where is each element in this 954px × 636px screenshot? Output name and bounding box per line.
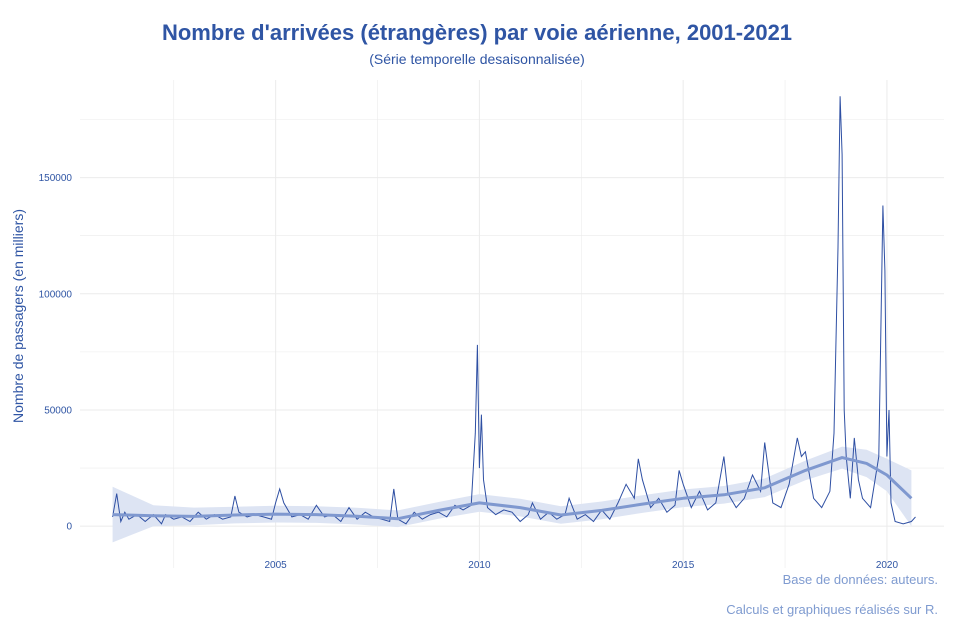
chart-subtitle: (Série temporelle desaisonnalisée): [369, 51, 585, 67]
x-tick-label: 2005: [264, 560, 287, 571]
caption-tools: Calculs et graphiques réalisés sur R.: [726, 602, 938, 617]
chart-title: Nombre d'arrivées (étrangères) par voie …: [161, 20, 793, 45]
x-tick-label: 2020: [876, 560, 899, 571]
y-tick-label: 0: [66, 522, 72, 533]
series-line: [112, 96, 916, 525]
smooth-trend-line: [112, 456, 913, 521]
grid-lines: [80, 80, 944, 568]
x-tick-label: 2010: [468, 560, 491, 571]
tick-labels: 2005 2010 2015 2020 0 50000 100000 150000: [39, 173, 899, 571]
smooth-confidence-band: [112, 446, 912, 543]
y-tick-label: 100000: [39, 289, 73, 300]
caption-source: Base de données: auteurs.: [782, 572, 938, 587]
y-tick-label: 50000: [44, 405, 72, 416]
y-tick-label: 150000: [39, 173, 73, 184]
x-tick-label: 2015: [672, 560, 695, 571]
